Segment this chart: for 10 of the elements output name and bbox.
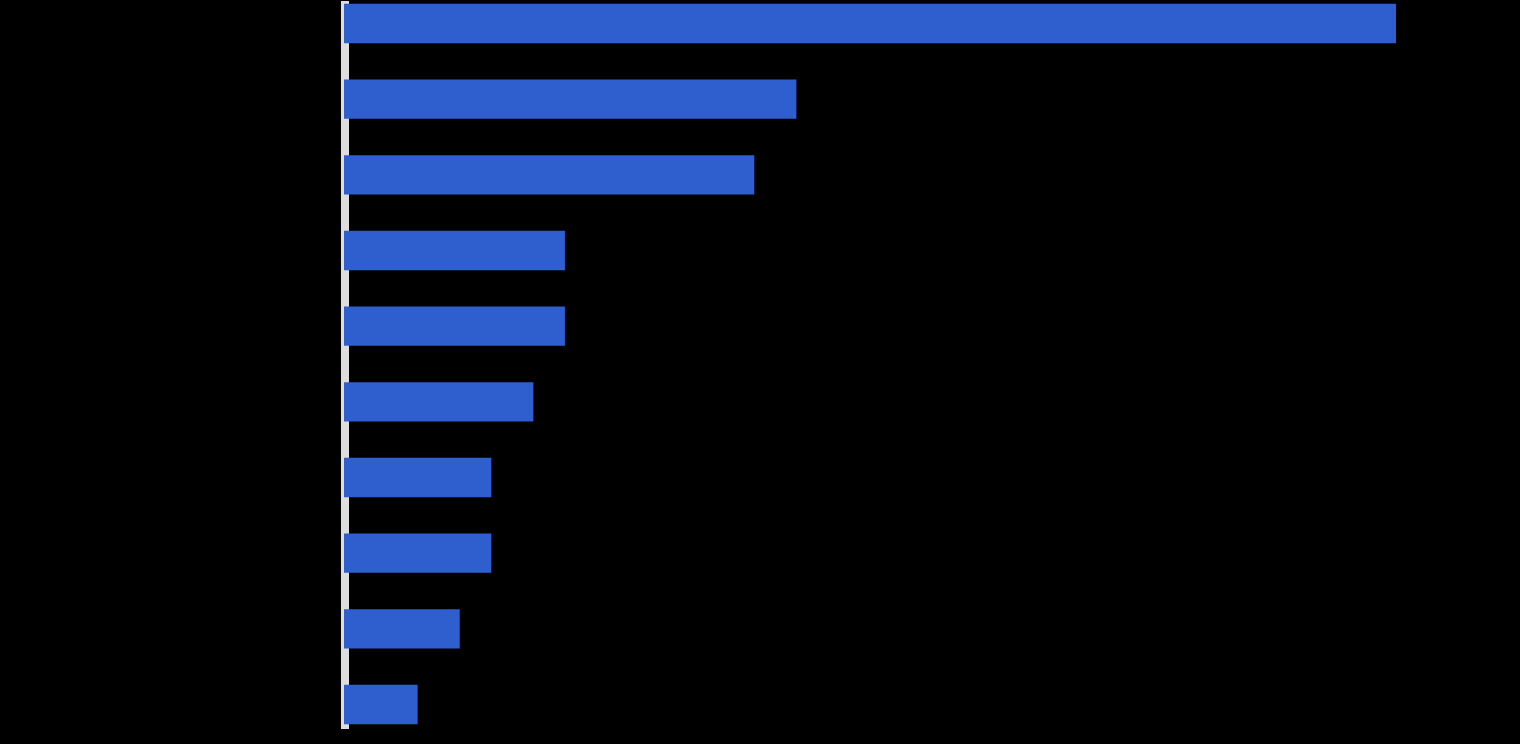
bar <box>344 457 492 498</box>
bar <box>344 533 492 573</box>
bar <box>344 306 565 346</box>
bar <box>344 684 418 725</box>
bar <box>344 609 460 649</box>
bar <box>344 155 755 195</box>
bar <box>344 230 565 271</box>
bar <box>344 79 797 119</box>
bar <box>344 382 534 422</box>
bar <box>344 3 1396 44</box>
